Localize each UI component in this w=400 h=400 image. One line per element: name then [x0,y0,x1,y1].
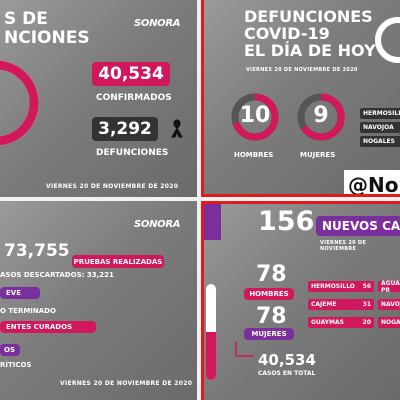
women-ring [297,93,345,141]
sonora-logo: SONORA [134,18,181,29]
city-case-row-1: HERMOSILLO 56 [308,281,374,292]
right-row-1: AGUA PR [378,280,400,294]
panel-nuevos-casos: 156 NUEVOS CA VIERNES 20 DE NOVIEMBRE 78… [201,201,400,400]
city-row-2: NAVOJOA [360,122,400,133]
handle-text: @No [348,173,399,197]
panel2-title-line2: COVID-19 [244,24,330,43]
purple-block [204,204,221,240]
new-cases-label: NUEVOS CA [316,216,400,236]
panel-pruebas: SONORA 73,755 PRUEBAS REALIZADAS ASOS DE… [0,201,197,400]
women-count: 78 [256,304,287,329]
tests-label: PRUEBAS REALIZADAS [72,255,164,268]
row-leve: EVE [0,287,40,299]
donut-ring-accent [0,60,39,146]
tests-value: 73,755 [4,241,70,261]
deaths-label: DEFUNCIONES [96,148,169,158]
progress-fill [206,332,216,380]
women-value: 9 [313,103,329,128]
partial-donut [375,17,400,63]
men-label: HOMBRES [234,151,274,159]
city-case-name-2: CAJEME [311,301,337,308]
panel2-title: DEFUNCIONES COVID-19 EL DÍA DE HOY [244,8,376,59]
panel1-title-line2: NCIONES [4,28,90,48]
discarded-text: ASOS DESCARTADOS: 33,221 [0,271,114,279]
panel2-title-line3: EL DÍA DE HOY [244,41,376,60]
row-os: OS [0,344,20,356]
right-row-2: NAVOJOA [378,299,400,310]
panel-defunciones-hoy: DEFUNCIONES COVID-19 EL DÍA DE HOY VIERN… [201,0,400,197]
total-value: 40,534 [258,351,316,369]
panel3-date: VIERNES 20 DE NOVIEMBRE DE 2020 [60,380,193,387]
deaths-value: 3,292 [92,117,158,141]
men-count-label: HOMBRES [244,288,294,300]
city-case-name-3: GUAYMAS [311,319,344,326]
confirmed-value: 40,534 [92,62,170,86]
men-value: 10 [239,103,271,128]
row-criticos: RÍTICOS [0,361,32,369]
panel2-date: VIERNES 20 DE NOVIEMBRE DE 2020 [246,67,358,73]
progress-bar [206,284,216,380]
city-case-row-2: CAJEME 31 [308,299,374,310]
men-ring [231,93,279,141]
panel1-title: S DE NCIONES [4,10,90,48]
city-case-value-2: 31 [362,301,371,308]
panel-sonora-summary: S DE NCIONES SONORA 40,534 CONFIRMADOS 3… [0,0,197,197]
men-count: 78 [256,262,287,287]
panel1-title-line1: S DE [4,9,48,29]
sonora-logo-2: SONORA [134,219,181,230]
row-curados: ENTES CURADOS [0,321,96,333]
connector-line [235,342,254,357]
panel4-date: VIERNES 20 DE NOVIEMBRE [320,240,367,252]
panel1-date: VIERNES 20 DE NOVIEMBRE DE 2020 [46,183,179,190]
handle-box: @No [344,170,400,197]
right-row-3: NOGA [378,317,400,328]
new-cases-value: 156 [258,206,315,237]
city-case-row-3: GUAYMAS 20 [308,317,374,328]
women-label: MUJERES [300,151,336,159]
city-case-value-3: 20 [362,319,371,326]
total-label: CASOS EN TOTAL [258,370,316,377]
city-case-name-1: HERMOSILLO [311,283,355,290]
panel2-title-line1: DEFUNCIONES [244,7,373,26]
city-case-value-1: 56 [362,283,371,290]
confirmed-label: CONFIRMADOS [96,93,172,103]
row-terminado: O TERMINADO [0,307,56,315]
city-row-1: HERMOSILLO [360,108,400,119]
black-ribbon-icon [171,119,183,138]
donut-chart [0,60,39,146]
city-row-3: NOGALES [360,136,400,147]
women-count-label: MUJERES [244,328,294,340]
